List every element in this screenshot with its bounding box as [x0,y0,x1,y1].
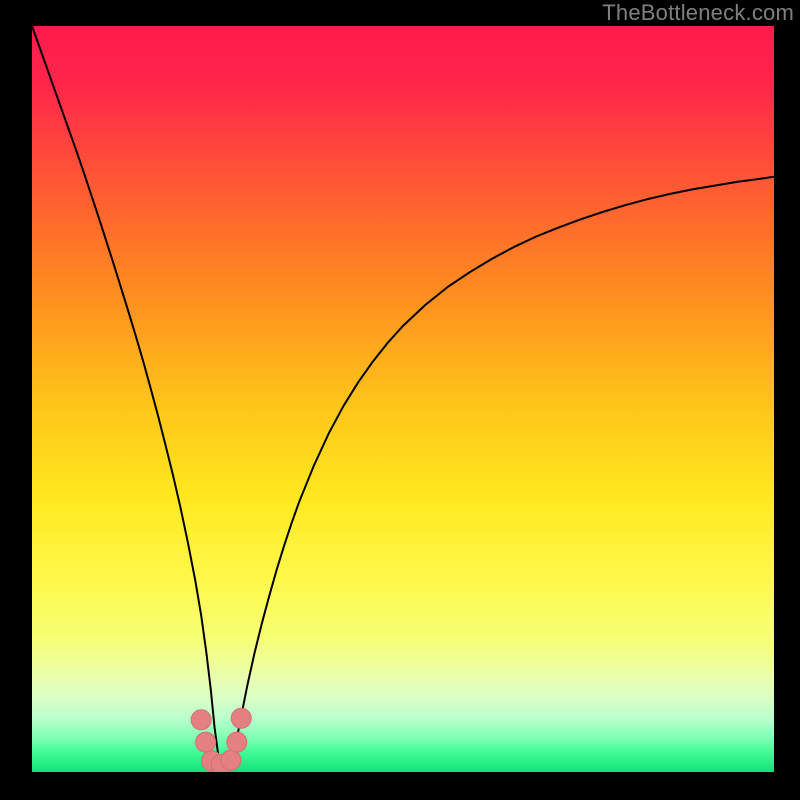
chart-frame: TheBottleneck.com [0,0,800,800]
marker-dot [196,732,216,752]
gradient-background [32,26,774,772]
plot-area [32,26,774,772]
watermark-text: TheBottleneck.com [602,0,794,26]
marker-dot [191,710,211,730]
chart-svg [32,26,774,772]
marker-dot [221,750,241,770]
marker-dot [231,708,251,728]
marker-dot [227,732,247,752]
